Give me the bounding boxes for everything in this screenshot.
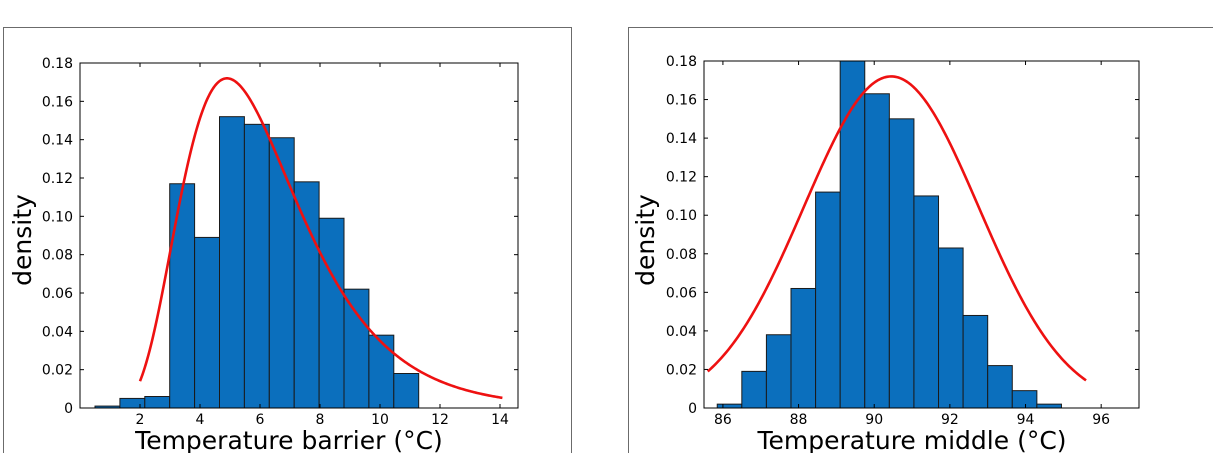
- middle-xtick-label: 92: [941, 412, 959, 428]
- barrier-density-curve: [138, 77, 503, 400]
- middle-bar-3: [790, 287, 817, 409]
- middle-bar-8: [913, 195, 940, 409]
- barrier-xtick-label: 6: [256, 412, 265, 428]
- middle-ytick-label: 0.18: [666, 54, 697, 70]
- barrier-ytick-label: 0.18: [42, 56, 73, 72]
- middle-bar-7: [888, 118, 915, 409]
- barrier-ytick-label: 0: [64, 401, 73, 417]
- middle-axes-box: [703, 60, 1140, 409]
- middle-bar-4: [815, 191, 841, 409]
- barrier-bar-10: [343, 288, 370, 409]
- middle-y-axis-title: density: [631, 194, 660, 286]
- barrier-xtick-label: 4: [196, 412, 205, 428]
- middle-xtick-label: 90: [865, 412, 883, 428]
- middle-ytick-label: 0.16: [666, 93, 697, 109]
- middle-xtick-label: 96: [1092, 412, 1110, 428]
- barrier-bar-11: [368, 334, 395, 409]
- middle-ytick-label: 0.12: [666, 170, 697, 186]
- middle-bar-5: [839, 60, 866, 409]
- middle-ytick-label: 0.10: [666, 208, 697, 224]
- barrier-xtick-label: 14: [491, 412, 509, 428]
- barrier-ytick-label: 0.14: [42, 133, 73, 149]
- middle-ytick-label: 0.04: [666, 324, 697, 340]
- barrier-bar-4: [194, 236, 221, 409]
- barrier-ytick-label: 0.06: [42, 286, 73, 302]
- barrier-bar-6: [243, 123, 270, 409]
- middle-bar-11: [987, 365, 1013, 409]
- barrier-ytick-label: 0.02: [42, 363, 73, 379]
- middle-xtick-label: 94: [1017, 412, 1035, 428]
- barrier-xtick-label: 12: [431, 412, 449, 428]
- middle-ytick-label: 0.02: [666, 362, 697, 378]
- middle-ytick-label: 0.06: [666, 285, 697, 301]
- barrier-ytick-label: 0.04: [42, 324, 73, 340]
- barrier-y-axis-title: density: [8, 194, 37, 286]
- barrier-ytick-label: 0.08: [42, 248, 73, 264]
- barrier-xtick-label: 2: [136, 412, 145, 428]
- barrier-ytick-label: 0.16: [42, 94, 73, 110]
- middle-bar-6: [864, 93, 890, 409]
- middle-xtick-label: 86: [714, 412, 732, 428]
- middle-ytick-label: 0.14: [666, 131, 697, 147]
- middle-bar-10: [962, 314, 989, 409]
- middle-ytick-label: 0.08: [666, 247, 697, 263]
- barrier-axes-box: [79, 62, 519, 409]
- middle-bar-13: [1036, 403, 1062, 409]
- middle-bar-12: [1011, 390, 1038, 409]
- middle-density-curve: [706, 75, 1087, 382]
- middle-ytick-label: 0: [688, 401, 697, 417]
- middle-bar-0: [716, 403, 743, 409]
- middle-xtick-label: 88: [790, 412, 808, 428]
- barrier-ytick-label: 0.10: [42, 209, 73, 225]
- barrier-xtick-label: 8: [316, 412, 325, 428]
- barrier-ytick-label: 0.12: [42, 171, 73, 187]
- middle-bar-9: [938, 247, 964, 409]
- middle-bar-2: [765, 334, 792, 409]
- barrier-bar-12: [393, 373, 420, 409]
- barrier-xtick-label: 10: [371, 412, 389, 428]
- middle-bar-1: [741, 370, 767, 409]
- barrier-bar-9: [318, 217, 345, 409]
